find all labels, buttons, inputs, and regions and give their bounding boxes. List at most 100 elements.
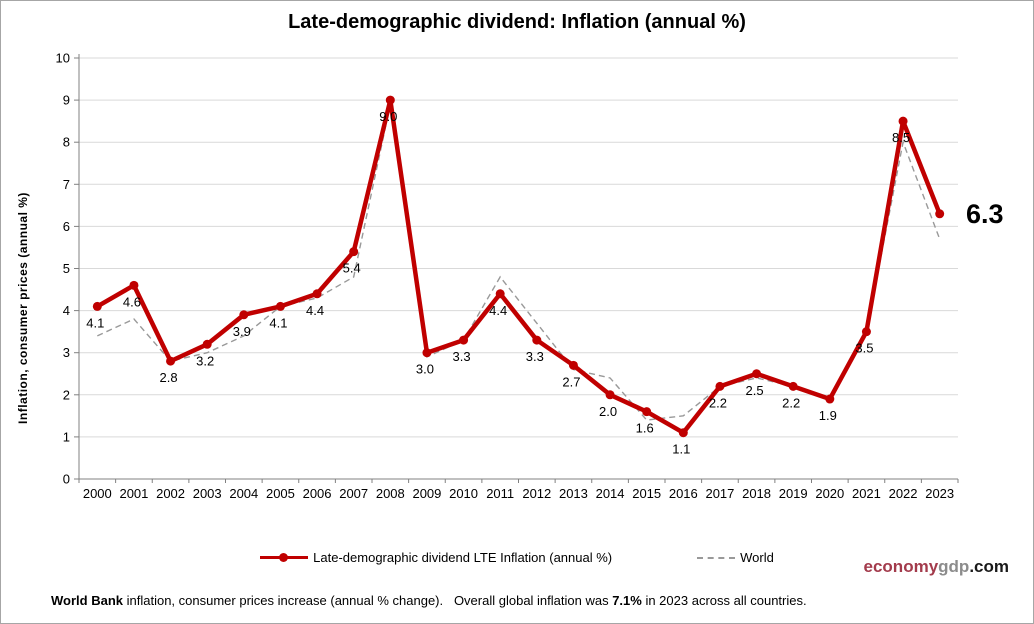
x-tick-label: 2006 bbox=[303, 486, 332, 501]
x-tick-label: 2015 bbox=[632, 486, 661, 501]
x-tick-label: 2000 bbox=[83, 486, 112, 501]
series-lte-line bbox=[95, 97, 942, 435]
data-label: 3.3 bbox=[453, 349, 471, 364]
data-point-marker bbox=[788, 381, 798, 391]
data-label: 9.0 bbox=[379, 109, 397, 124]
x-tick-label: 2017 bbox=[705, 486, 734, 501]
data-point-marker bbox=[825, 394, 835, 404]
y-tick-label: 3 bbox=[63, 345, 70, 360]
y-tick-label: 4 bbox=[63, 303, 70, 318]
data-point-marker bbox=[861, 327, 871, 337]
data-label: 2.7 bbox=[562, 374, 580, 389]
x-tick-label: 2005 bbox=[266, 486, 295, 501]
x-tick-label: 2020 bbox=[815, 486, 844, 501]
site-logo: economygdp.com bbox=[864, 557, 1009, 577]
footnote-part: inflation, consumer prices increase (ann… bbox=[123, 593, 613, 608]
data-label: 4.6 bbox=[123, 294, 141, 309]
legend-item-world: World bbox=[697, 550, 774, 565]
y-tick-label: 10 bbox=[56, 51, 70, 66]
data-label: 2.0 bbox=[599, 404, 617, 419]
data-point-marker bbox=[605, 390, 615, 400]
data-point-marker bbox=[642, 407, 652, 417]
data-point-marker bbox=[495, 289, 505, 299]
data-labels: 4.1 4.6 2.8 3.2 3.9 4.1 4.4 5.4 9.0 3.0 3.3 4.4 3.3 2… bbox=[86, 109, 1003, 457]
data-point-marker bbox=[385, 95, 395, 105]
footnote: World Bank inflation, consumer prices in… bbox=[51, 593, 807, 608]
data-point-marker bbox=[129, 280, 139, 290]
x-tick-label: 2002 bbox=[156, 486, 185, 501]
y-tick-label: 8 bbox=[63, 135, 70, 150]
logo-part-com: .com bbox=[969, 557, 1009, 576]
x-tick-label: 2016 bbox=[669, 486, 698, 501]
series-world bbox=[97, 104, 941, 421]
y-tick-label: 1 bbox=[63, 429, 70, 444]
legend-label-lte: Late-demographic dividend LTE Inflation … bbox=[313, 550, 613, 565]
x-tick-label: 2023 bbox=[925, 486, 954, 501]
data-point-marker bbox=[166, 356, 176, 366]
axes bbox=[78, 54, 959, 483]
x-tick-label: 2008 bbox=[376, 486, 405, 501]
x-tick-label: 2004 bbox=[229, 486, 258, 501]
data-label: 4.4 bbox=[489, 303, 507, 318]
data-label: 4.4 bbox=[306, 303, 324, 318]
x-tick-label: 2009 bbox=[412, 486, 441, 501]
inflation-line-chart: 0 1 2 3 4 5 6 7 8 9 10 2000 2001 2002 2003 2004 2005 2006… bbox=[56, 51, 1004, 502]
footnote-part: World Bank bbox=[51, 593, 123, 608]
logo-part-gdp: gdp bbox=[938, 557, 970, 576]
data-point-marker bbox=[239, 310, 249, 320]
data-point-marker bbox=[532, 335, 542, 345]
data-label: 1.6 bbox=[636, 421, 654, 436]
data-label: 1.1 bbox=[672, 442, 690, 457]
data-point-marker bbox=[715, 381, 725, 391]
x-tick-label: 2019 bbox=[779, 486, 808, 501]
x-tick-labels: 2000 2001 2002 2003 2004 2005 2006 2007 2008 2009… bbox=[83, 486, 954, 501]
data-label: 5.4 bbox=[343, 261, 361, 276]
chart-title: Late-demographic dividend: Inflation (an… bbox=[288, 11, 746, 33]
y-tick-label: 0 bbox=[63, 472, 70, 487]
highlight-data-label: 6.3 bbox=[966, 199, 1004, 229]
x-tick-label: 2007 bbox=[339, 486, 368, 501]
data-point-marker bbox=[568, 360, 578, 370]
data-point-marker bbox=[678, 428, 688, 438]
series-world-line bbox=[97, 104, 941, 421]
y-tick-label: 5 bbox=[63, 261, 70, 276]
data-label: 1.9 bbox=[819, 408, 837, 423]
y-tick-label: 2 bbox=[63, 387, 70, 402]
data-point-marker bbox=[752, 369, 762, 379]
chart-legend: Late-demographic dividend LTE Inflation … bbox=[1, 550, 1033, 565]
footnote-part: in 2023 across all countries. bbox=[641, 593, 807, 608]
data-point-marker bbox=[349, 247, 359, 257]
y-tick-label: 7 bbox=[63, 177, 70, 192]
y-tick-label: 9 bbox=[63, 93, 70, 108]
x-tick-label: 2003 bbox=[193, 486, 222, 501]
footnote-part: 7.1% bbox=[612, 593, 642, 608]
data-label: 3.2 bbox=[196, 353, 214, 368]
x-tick-label: 2018 bbox=[742, 486, 771, 501]
data-point-marker bbox=[275, 301, 285, 311]
data-label: 8.5 bbox=[892, 130, 910, 145]
data-label: 3.9 bbox=[233, 324, 251, 339]
y-tick-label: 6 bbox=[63, 219, 70, 234]
legend-item-lte: Late-demographic dividend LTE Inflation … bbox=[260, 550, 612, 565]
data-label: 3.0 bbox=[416, 362, 434, 377]
data-label: 2.8 bbox=[160, 370, 178, 385]
data-point-marker bbox=[312, 289, 322, 299]
data-point-marker bbox=[898, 116, 908, 126]
data-label: 2.2 bbox=[709, 395, 727, 410]
data-point-marker bbox=[202, 339, 212, 349]
dashed-line-icon bbox=[697, 556, 736, 559]
y-tick-labels: 0 1 2 3 4 5 6 7 8 9 10 bbox=[56, 51, 70, 487]
x-tick-label: 2012 bbox=[522, 486, 551, 501]
x-tick-label: 2011 bbox=[486, 486, 514, 501]
data-label: 2.2 bbox=[782, 395, 800, 410]
legend-label-world: World bbox=[740, 550, 774, 565]
x-tick-label: 2013 bbox=[559, 486, 588, 501]
data-point-marker bbox=[92, 301, 102, 311]
data-label: 4.1 bbox=[269, 315, 287, 330]
x-tick-label: 2010 bbox=[449, 486, 478, 501]
x-tick-label: 2022 bbox=[889, 486, 918, 501]
data-point-marker bbox=[935, 209, 945, 219]
series-lte bbox=[92, 95, 945, 438]
x-tick-label: 2014 bbox=[596, 486, 625, 501]
data-label: 3.5 bbox=[855, 341, 873, 356]
